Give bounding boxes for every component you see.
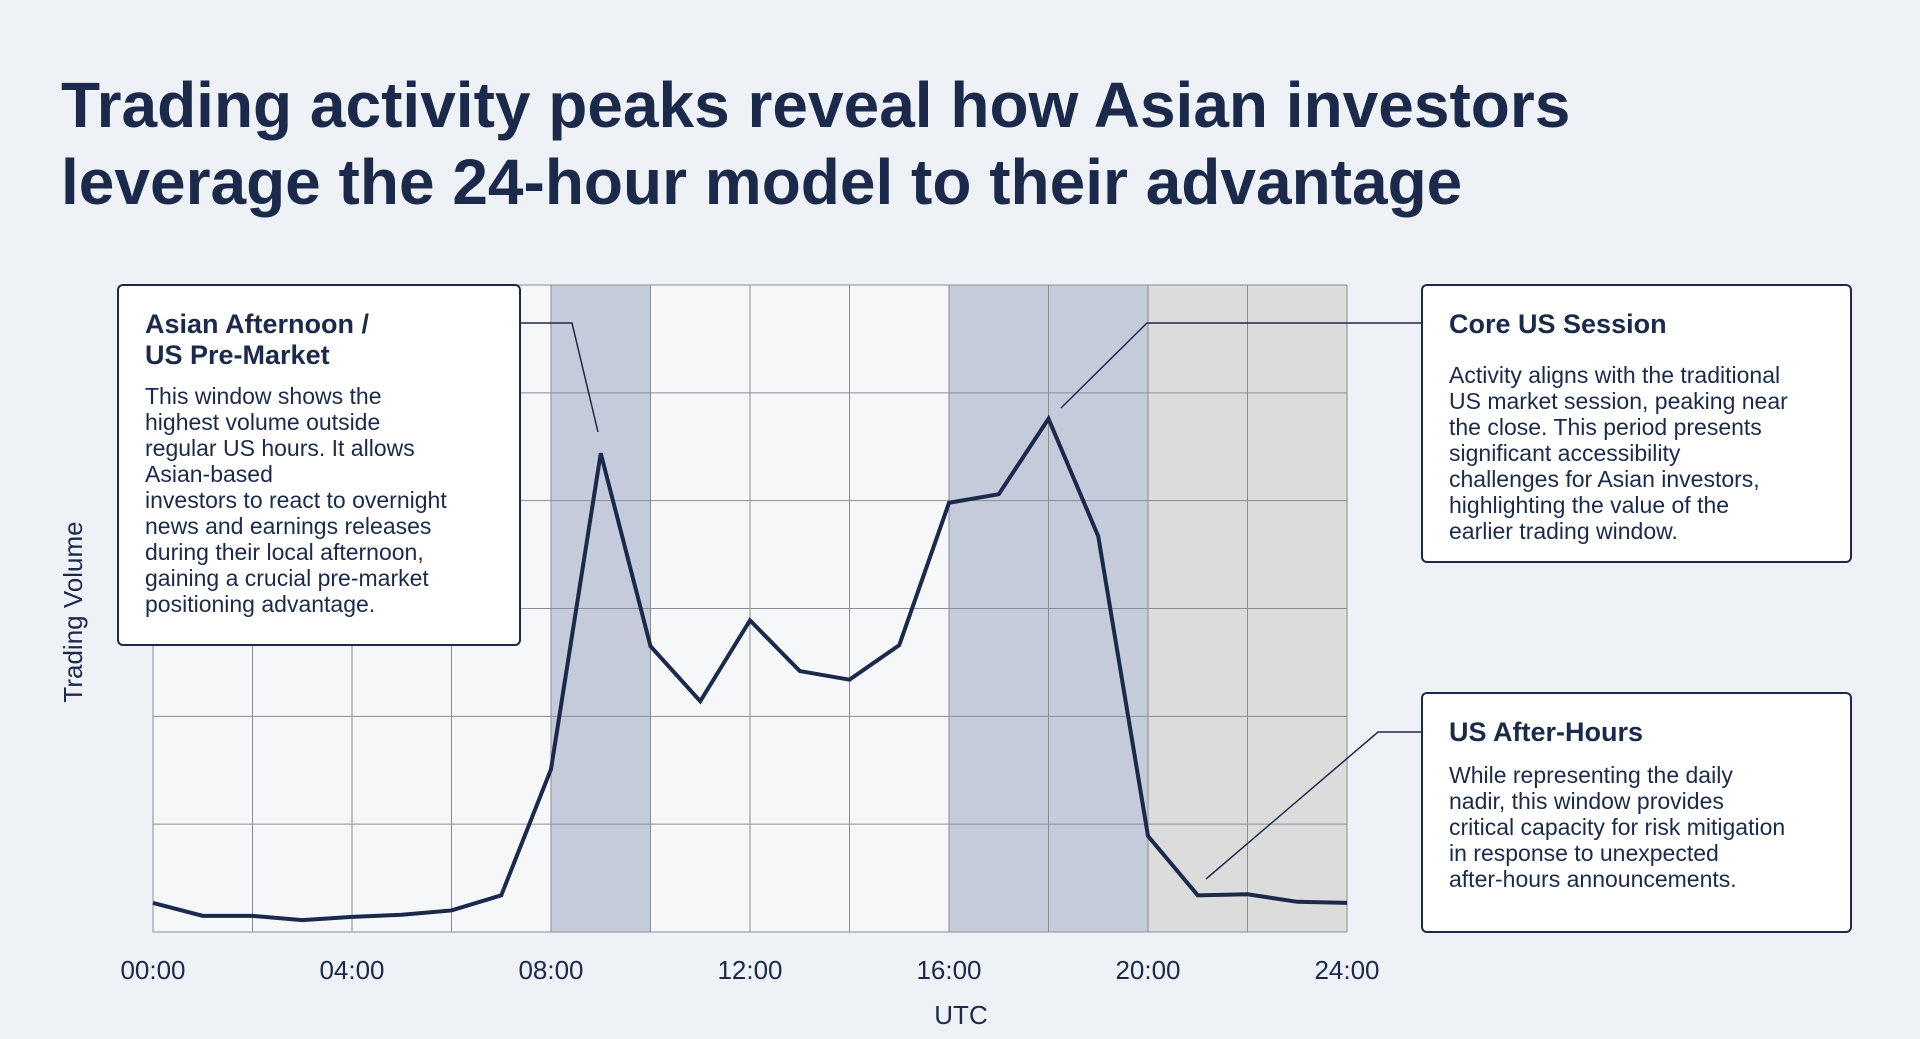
- x-tick-label: 08:00: [518, 955, 583, 985]
- annotation-text: gaining a crucial pre-market: [145, 565, 429, 591]
- connector-line: [520, 322, 599, 433]
- x-tick-label: 24:00: [1314, 955, 1379, 985]
- x-tick-label: 20:00: [1115, 955, 1180, 985]
- annotation-text: Asian-based: [145, 461, 273, 487]
- annotation-box: [117, 284, 521, 646]
- annotation-text: in response to unexpected: [1449, 840, 1719, 866]
- annotation-text: significant accessibility: [1449, 440, 1681, 466]
- annotation-text: investors to react to overnight: [145, 487, 447, 513]
- chart-title: Trading activity peaks reveal how Asian …: [61, 69, 1570, 141]
- line-series: [152, 414, 1348, 923]
- annotation-text: highest volume outside: [145, 409, 380, 435]
- x-tick-label: 00:00: [120, 955, 185, 985]
- annotation-text: nadir, this window provides: [1449, 788, 1724, 814]
- annotation-text: US market session, peaking near: [1449, 388, 1788, 414]
- annotation-title: Core US Session: [1449, 309, 1667, 339]
- annotation-text: positioning advantage.: [145, 591, 375, 617]
- annotation-text: regular US hours. It allows: [145, 435, 415, 461]
- annotation-text: While representing the daily: [1449, 762, 1733, 788]
- annotation-text: during their local afternoon,: [145, 539, 424, 565]
- annotation-title: US After-Hours: [1449, 717, 1643, 747]
- annotation-title: US Pre-Market: [145, 340, 330, 370]
- annotation-text: critical capacity for risk mitigation: [1449, 814, 1785, 840]
- annotation-text: Activity aligns with the traditional: [1449, 362, 1780, 388]
- chart-title: leverage the 24-hour model to their adva…: [61, 146, 1462, 218]
- x-tick-label: 16:00: [916, 955, 981, 985]
- annotation-text: challenges for Asian investors,: [1449, 466, 1760, 492]
- connector-line: [1205, 731, 1422, 880]
- y-axis-label: Trading Volume: [58, 521, 88, 702]
- annotation-text: after-hours announcements.: [1449, 866, 1737, 892]
- annotation-text: earlier trading window.: [1449, 518, 1678, 544]
- x-tick-label: 12:00: [717, 955, 782, 985]
- annotation-title: Asian Afternoon /: [145, 309, 370, 339]
- x-tick-label: 04:00: [319, 955, 384, 985]
- annotation-text: highlighting the value of the: [1449, 492, 1729, 518]
- annotation-text: This window shows the: [145, 383, 382, 409]
- annotation-text: news and earnings releases: [145, 513, 431, 539]
- connector-line: [1060, 322, 1422, 409]
- annotation-box: [1421, 284, 1852, 563]
- annotation-box: [1421, 692, 1852, 933]
- annotation-text: the close. This period presents: [1449, 414, 1762, 440]
- x-axis-label: UTC: [934, 1000, 987, 1030]
